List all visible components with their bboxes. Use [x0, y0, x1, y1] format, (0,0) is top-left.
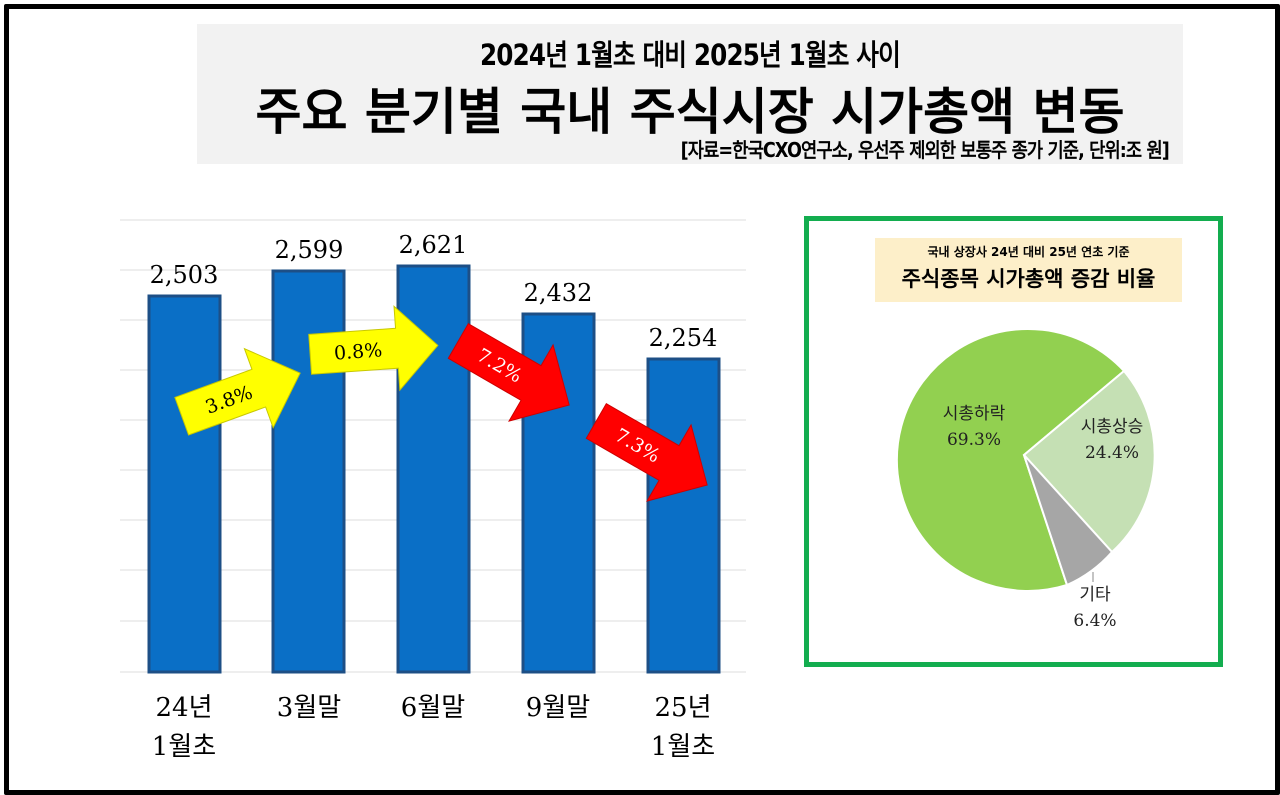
value-label: 2,254: [649, 324, 718, 352]
x-label: 6월말: [401, 693, 465, 723]
x-label: 1월초: [651, 732, 715, 762]
bar-mar: [271, 269, 346, 674]
title-box: 2024년 1월초 대비 2025년 1월초 사이 주요 분기별 국내 주식시장…: [197, 24, 1183, 164]
x-label: 24년: [155, 693, 212, 723]
x-label: 1월초: [152, 732, 216, 762]
value-labels: 2,503 2,599 2,621 2,432 2,254: [150, 231, 718, 352]
x-label: 25년: [654, 693, 711, 723]
pie-subtitle: 국내 상장사 24년 대비 25년 연초 기준: [927, 245, 1130, 259]
x-label: 9월말: [526, 693, 590, 723]
value-label: 2,503: [150, 261, 219, 289]
change-arrow-up-2: 0.8%: [308, 305, 439, 392]
bars: [147, 264, 721, 674]
change-label: 0.8%: [333, 339, 383, 364]
chart-subtitle: 2024년 1월초 대비 2025년 1월초 사이: [480, 38, 901, 72]
x-label: 3월말: [277, 693, 341, 723]
pie-title: 주식종목 시가총액 증감 비율: [901, 267, 1156, 291]
pie-header: 국내 상장사 24년 대비 25년 연초 기준 주식종목 시가총액 증감 비율: [875, 238, 1182, 302]
pie-chart-panel: 국내 상장사 24년 대비 25년 연초 기준 주식종목 시가총액 증감 비율: [804, 216, 1223, 667]
value-label: 2,621: [399, 231, 468, 259]
bar-24-jan: [147, 294, 222, 674]
value-label: 2,432: [524, 279, 593, 307]
chart-title: 주요 분기별 국내 주식시장 시가총액 변동: [255, 83, 1125, 141]
change-arrow-down-1: 7.2%: [447, 322, 570, 422]
bar-25-jan: [646, 357, 721, 674]
outer-frame: [4, 4, 1280, 795]
source-note: [자료=한국CXO연구소, 우선주 제외한 보통주 종가 기준, 단위:조 원]: [680, 138, 1170, 162]
change-arrow-up-1: 3.8%: [174, 347, 301, 436]
value-label: 2,599: [275, 236, 344, 264]
x-axis-labels: 24년 1월초 3월말 6월말 9월말 25년 1월초: [152, 693, 715, 762]
